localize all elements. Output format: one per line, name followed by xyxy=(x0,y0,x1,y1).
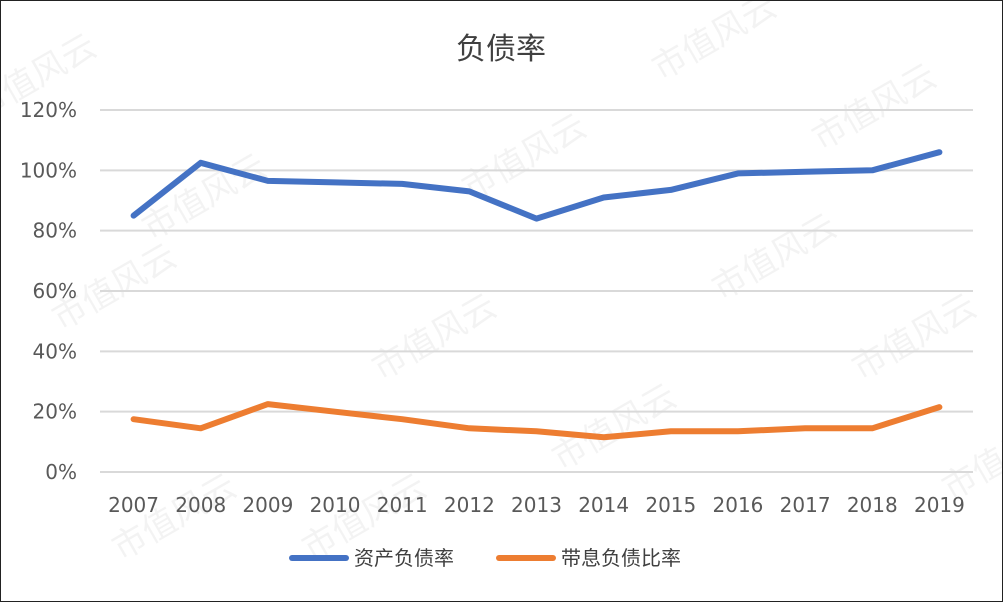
x-tick-label: 2008 xyxy=(175,493,226,517)
watermark-text: 市值风云 xyxy=(646,1,784,89)
watermark-text: 市值风云 xyxy=(806,56,944,159)
y-tick-label: 40% xyxy=(33,339,77,363)
y-axis-ticks: 0% 20% 40% 60% 80% 100% 120% xyxy=(20,98,77,484)
y-tick-label: 100% xyxy=(20,158,77,182)
legend-label: 资产负债率 xyxy=(354,546,454,570)
x-tick-label: 2015 xyxy=(645,493,696,517)
x-tick-label: 2010 xyxy=(310,493,361,517)
x-tick-label: 2016 xyxy=(713,493,764,517)
x-tick-label: 2018 xyxy=(847,493,898,517)
watermark-text: 市值风云 xyxy=(706,206,844,309)
watermark-layer: 市值风云市值风云市值风云市值风云市值风云市值风云市值风云市值风云市值风云市值风云… xyxy=(1,1,1002,569)
y-tick-label: 120% xyxy=(20,98,77,122)
series-line-2 xyxy=(130,401,943,441)
watermark-text: 市值风云 xyxy=(546,376,684,479)
x-tick-label: 2009 xyxy=(242,493,293,517)
y-tick-label: 0% xyxy=(45,460,77,484)
legend: 资产负债率 带息负债比率 xyxy=(289,546,681,570)
x-tick-label: 2007 xyxy=(108,493,159,517)
watermark-text: 市值风云 xyxy=(106,466,244,569)
x-tick-label: 2019 xyxy=(914,493,965,517)
watermark-text: 市值风云 xyxy=(846,286,984,389)
x-tick-label: 2012 xyxy=(444,493,495,517)
y-tick-label: 60% xyxy=(33,279,77,303)
chart-title: 负债率 xyxy=(456,32,546,67)
watermark-text: 市值风云 xyxy=(366,286,504,389)
y-tick-label: 80% xyxy=(33,219,77,243)
y-tick-label: 20% xyxy=(33,400,77,424)
gridlines xyxy=(100,109,973,473)
x-tick-label: 2014 xyxy=(578,493,629,517)
x-tick-label: 2011 xyxy=(377,493,428,517)
x-axis-ticks: 2007 2008 2009 2010 2011 2012 2013 2014 2015 2016… xyxy=(108,493,965,517)
x-tick-label: 2017 xyxy=(780,493,831,517)
series-lines xyxy=(130,149,943,441)
x-tick-label: 2013 xyxy=(511,493,562,517)
legend-label: 带息负债比率 xyxy=(561,546,681,570)
